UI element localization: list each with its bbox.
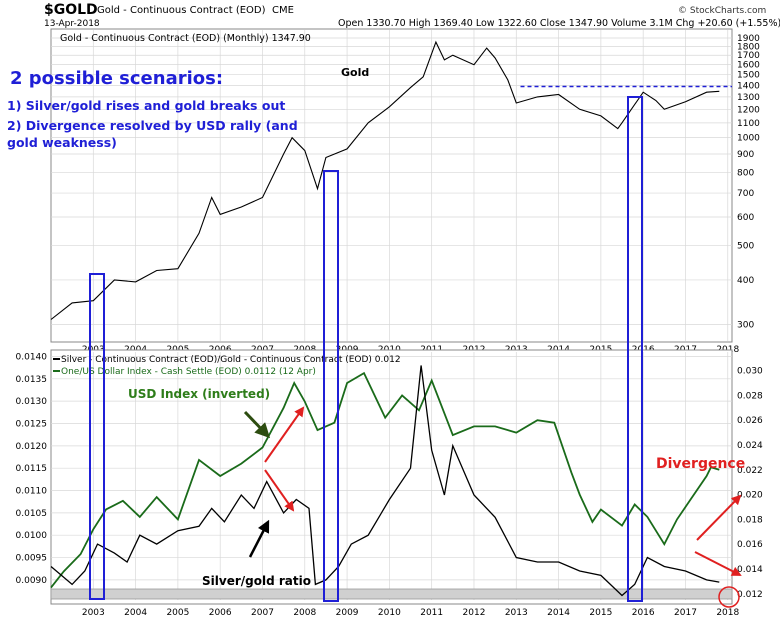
- usd-series-line: [50, 371, 720, 589]
- ratio-x-tick-label: 2018: [716, 608, 739, 618]
- ratio-y-tick-label: 0.0135: [16, 375, 48, 385]
- ratio-y-tick-label: 0.0110: [16, 487, 48, 497]
- gold-y-tick-label: 1900: [737, 34, 760, 44]
- ratio-x-tick-label: 2017: [674, 608, 697, 618]
- gold-label: Gold: [341, 66, 369, 79]
- gold-y-tick-label: 1600: [737, 61, 760, 71]
- gold-y-tick-label: 1800: [737, 42, 760, 52]
- ratio-y-tick-label: 0.0090: [16, 576, 48, 586]
- gold-series-line: [50, 40, 720, 320]
- ratio-x-tick-label: 2006: [209, 608, 232, 618]
- gold-y-axis: 300 400 500 600 700 800 900 1000 1100 1200 1300 140…: [737, 34, 760, 331]
- divergence-arrow-down: [694, 551, 742, 576]
- exchange: CME: [272, 5, 294, 16]
- watermark: © StockCharts.com: [678, 6, 766, 16]
- usd-y-tick-label: 0.026: [737, 416, 763, 426]
- gold-y-tick-label: 800: [737, 168, 754, 178]
- ratio-legend: Silver - Continuous Contract (EOD)/Gold …: [61, 355, 401, 365]
- usd-y-tick-label: 0.030: [737, 367, 763, 377]
- usd-label: USD Index (inverted): [128, 387, 270, 401]
- usd-label-arrow: [243, 410, 271, 439]
- usd-y-tick-label: 0.028: [737, 391, 763, 401]
- gold-y-tick-label: 1300: [737, 93, 760, 103]
- ratio-series-line: [50, 365, 720, 597]
- gold-legend: Gold - Continuous Contract (EOD) (Monthl…: [60, 33, 311, 44]
- gold-y-tick-label: 1200: [737, 105, 760, 115]
- gold-grid: [51, 30, 732, 341]
- ratio-y-tick-label: 0.0105: [16, 509, 48, 519]
- usd-y-tick-label: 0.024: [737, 441, 763, 451]
- divergence-arrow-up: [696, 494, 742, 541]
- gold-y-tick-label: 300: [737, 321, 754, 331]
- ratio-x-tick-label: 2007: [251, 608, 274, 618]
- ratio-x-axis: 2003 2004 2005 2006 2007 2008 2009 2010 2011 2012…: [82, 608, 740, 618]
- gold-y-tick-label: 1700: [737, 51, 760, 61]
- ratio-x-tick-label: 2015: [589, 608, 612, 618]
- gold-y-tick-label: 1400: [737, 81, 760, 91]
- highlight-box-2008: [323, 170, 339, 602]
- scenario-2-line2: gold weakness): [7, 135, 117, 150]
- divergence-label: Divergence: [656, 456, 745, 472]
- highlight-box-2016: [627, 96, 643, 602]
- ratio-x-tick-label: 2003: [82, 608, 105, 618]
- ratio-label: Silver/gold ratio: [202, 574, 311, 588]
- gold-y-tick-label: 1000: [737, 134, 760, 144]
- highlight-box-2003: [89, 273, 105, 600]
- ratio-x-tick-label: 2012: [463, 608, 486, 618]
- gold-y-tick-label: 500: [737, 241, 754, 251]
- quote-line: Open 1330.70 High 1369.40 Low 1322.60 Cl…: [338, 18, 780, 29]
- ratio-y-tick-label: 0.0095: [16, 554, 48, 564]
- chart-date: 13-Apr-2018: [44, 19, 100, 29]
- ratio-y-tick-label: 0.0100: [16, 531, 48, 541]
- usd-y-tick-label: 0.022: [737, 466, 763, 476]
- ratio-x-tick-label: 2008: [293, 608, 316, 618]
- ratio-y-tick-label: 0.0115: [16, 464, 48, 474]
- usd-y-tick-label: 0.020: [737, 491, 763, 501]
- usd-legend: One/US Dollar Index - Cash Settle (EOD) …: [61, 367, 316, 377]
- scenario-1: 1) Silver/gold rises and gold breaks out: [7, 98, 285, 113]
- baseline-band: [50, 588, 733, 600]
- symbol-title: $GOLD: [44, 2, 98, 18]
- divergence-circle: [718, 586, 740, 608]
- gold-y-tick-label: 1500: [737, 71, 760, 81]
- ratio-x-tick-label: 2016: [632, 608, 655, 618]
- ratio-y-tick-label: 0.0125: [16, 419, 48, 429]
- contract-name: Gold - Continuous Contract (EOD): [97, 5, 266, 16]
- scenario-2-line1: 2) Divergence resolved by USD rally (and: [7, 118, 298, 133]
- gold-y-tick-label: 400: [737, 276, 754, 286]
- scenarios-title: 2 possible scenarios:: [10, 68, 223, 89]
- ratio-label-arrow: [248, 519, 270, 558]
- ratio-x-tick-label: 2011: [420, 608, 443, 618]
- gold-y-tick-label: 900: [737, 150, 754, 160]
- usd-y-tick-label: 0.016: [737, 540, 763, 550]
- red-arrow-down: [264, 469, 295, 512]
- ratio-x-tick-label: 2014: [547, 608, 570, 618]
- ratio-y-tick-label: 0.0130: [16, 397, 48, 407]
- ratio-x-tick-label: 2005: [166, 608, 189, 618]
- ratio-x-tick-label: 2010: [378, 608, 401, 618]
- gold-y-tick-label: 700: [737, 189, 754, 199]
- ratio-y-tick-label: 0.0140: [16, 352, 48, 362]
- usd-y-tick-label: 0.014: [737, 565, 763, 575]
- gold-panel-frame: [50, 28, 733, 343]
- ratio-x-tick-label: 2004: [124, 608, 147, 618]
- usd-right-axis: 0.012 0.014 0.016 0.018 0.020 0.022 0.024 0.026…: [737, 367, 763, 600]
- usd-y-tick-label: 0.018: [737, 515, 763, 525]
- ratio-y-tick-label: 0.0120: [16, 442, 48, 452]
- ratio-left-axis: 0.0090 0.0095 0.0100 0.0105 0.0110 0.0115 0.01…: [16, 352, 48, 585]
- gold-y-tick-label: 1100: [737, 119, 760, 129]
- gold-y-tick-label: 600: [737, 213, 754, 223]
- ratio-x-tick-label: 2009: [336, 608, 359, 618]
- ratio-grid: [51, 352, 732, 600]
- red-arrow-up: [264, 406, 305, 463]
- usd-y-tick-label: 0.012: [737, 590, 763, 600]
- ratio-panel-frame: [50, 349, 733, 605]
- ratio-x-tick-label: 2013: [505, 608, 528, 618]
